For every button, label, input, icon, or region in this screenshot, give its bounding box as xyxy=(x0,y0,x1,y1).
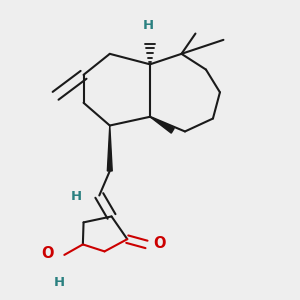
Text: H: H xyxy=(53,276,64,289)
Polygon shape xyxy=(150,117,174,133)
Text: H: H xyxy=(71,190,82,203)
Text: H: H xyxy=(143,19,154,32)
Text: O: O xyxy=(154,236,166,251)
Polygon shape xyxy=(107,125,112,171)
Text: O: O xyxy=(41,246,54,261)
